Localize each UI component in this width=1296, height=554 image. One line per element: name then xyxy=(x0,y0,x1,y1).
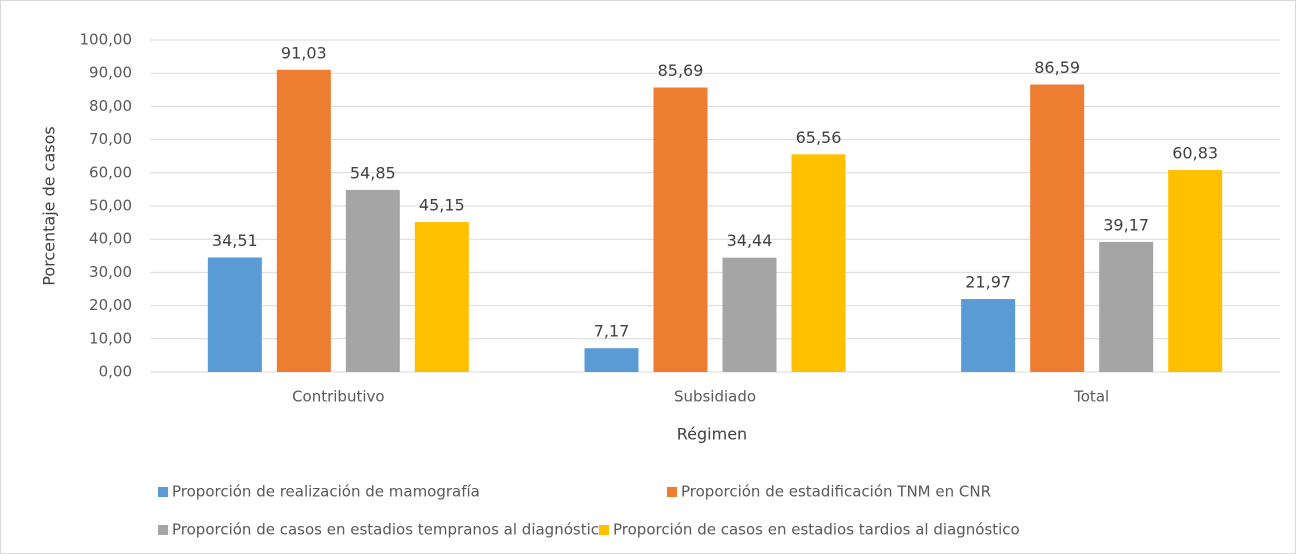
value-label: 85,69 xyxy=(658,61,704,80)
bar xyxy=(791,154,846,372)
y-tick-label: 70,00 xyxy=(89,130,132,148)
x-tick-label: Total xyxy=(1073,388,1109,406)
value-label: 39,17 xyxy=(1103,215,1149,234)
bar xyxy=(1030,84,1085,372)
legend-swatch xyxy=(599,525,609,535)
bar xyxy=(1168,170,1223,372)
y-tick-label: 40,00 xyxy=(89,230,132,248)
value-label: 65,56 xyxy=(796,128,842,147)
y-tick-label: 60,00 xyxy=(89,163,132,181)
bar xyxy=(345,189,400,372)
y-tick-label: 80,00 xyxy=(89,97,132,115)
x-axis-title: Régimen xyxy=(677,425,747,444)
y-tick-label: 50,00 xyxy=(89,197,132,215)
legend-label: Proporción de casos en estadios tardios … xyxy=(613,521,1020,539)
bar xyxy=(584,348,639,372)
value-label: 54,85 xyxy=(350,163,396,182)
x-tick-label: Subsidiado xyxy=(674,388,756,406)
legend-label: Proporción de realización de mamografía xyxy=(172,483,480,501)
legend-label: Proporción de estadificación TNM en CNR xyxy=(681,483,991,501)
value-label: 7,17 xyxy=(594,322,630,341)
y-tick-label: 100,00 xyxy=(80,31,133,49)
value-label: 86,59 xyxy=(1034,58,1080,77)
y-tick-label: 10,00 xyxy=(89,329,132,347)
bar xyxy=(653,87,708,372)
bar xyxy=(722,257,777,372)
bar xyxy=(276,69,331,373)
bar xyxy=(1099,241,1154,372)
y-tick-label: 20,00 xyxy=(89,296,132,314)
value-label: 45,15 xyxy=(419,196,465,215)
value-label: 91,03 xyxy=(281,43,327,62)
bar xyxy=(207,257,262,372)
legend-swatch xyxy=(667,487,677,497)
value-label: 21,97 xyxy=(965,273,1011,292)
y-tick-label: 0,00 xyxy=(99,363,132,381)
legend-label: Proporción de casos en estadios temprano… xyxy=(172,521,608,539)
y-tick-label: 30,00 xyxy=(89,263,132,281)
value-label: 60,83 xyxy=(1172,144,1218,163)
value-label: 34,44 xyxy=(727,231,773,250)
value-label: 34,51 xyxy=(212,231,258,250)
bar xyxy=(961,299,1016,372)
bar xyxy=(414,222,469,372)
x-tick-label: Contributivo xyxy=(292,388,385,406)
legend-swatch xyxy=(158,487,168,497)
y-axis-title: Porcentaje de casos xyxy=(40,126,59,285)
legend-swatch xyxy=(158,525,168,535)
y-tick-label: 90,00 xyxy=(89,64,132,82)
